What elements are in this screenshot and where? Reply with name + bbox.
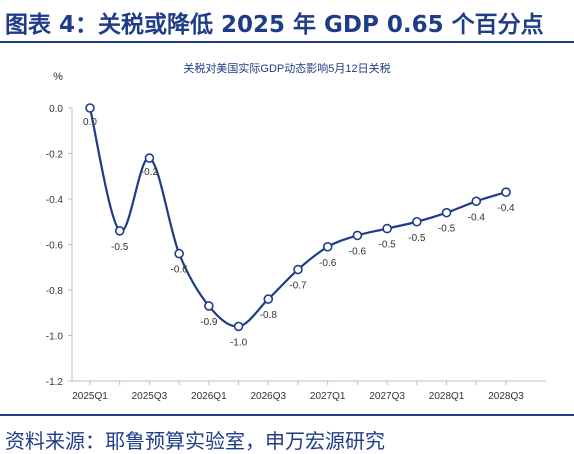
series-gdp-impact xyxy=(85,103,511,332)
data-label: -0.2 xyxy=(141,167,159,178)
header-divider xyxy=(0,41,574,43)
data-label: -0.5 xyxy=(438,224,456,235)
chart-container: 关税对美国实际GDP动态影响5月12日关税 % 0.0 -0.2 -0.4 -0.6 -… xyxy=(0,44,574,410)
data-point xyxy=(382,223,392,234)
data-label: -0.6 xyxy=(319,258,337,269)
data-label: -0.7 xyxy=(289,281,307,292)
data-point xyxy=(322,241,333,252)
data-label: -0.6 xyxy=(171,265,189,276)
chart-title: 关税对美国实际GDP动态影响5月12日关税 xyxy=(183,61,390,75)
data-point xyxy=(114,226,125,236)
footer-divider xyxy=(0,414,574,416)
x-tick-label: 2025Q3 xyxy=(132,391,168,402)
figure-title: 图表 4：关税或降低 2025 年 GDP 0.65 个百分点 xyxy=(5,12,544,38)
data-point xyxy=(174,248,184,259)
data-label: -1.0 xyxy=(230,337,248,348)
y-tick-label: -0.4 xyxy=(46,195,64,206)
data-point xyxy=(204,301,214,311)
data-label: 0.0 xyxy=(83,117,97,128)
x-tick-label: 2025Q1 xyxy=(72,391,108,402)
x-tick-label: 2026Q3 xyxy=(250,391,286,402)
source-note: 资料来源：耶鲁预算实验室，申万宏源研究 xyxy=(5,429,385,453)
data-label: -0.4 xyxy=(468,212,486,223)
data-point xyxy=(144,153,155,163)
y-axis-unit-label: % xyxy=(53,71,63,83)
data-point xyxy=(471,196,482,207)
report-header: 图表 4：关税或降低 2025 年 GDP 0.65 个百分点 xyxy=(0,0,574,44)
chart-axes xyxy=(68,107,546,385)
data-point xyxy=(441,207,452,218)
data-label: -0.5 xyxy=(379,240,397,251)
x-tick-label: 2028Q3 xyxy=(488,391,524,402)
data-point xyxy=(293,264,303,275)
gdp-impact-line-chart: 关税对美国实际GDP动态影响5月12日关税 % 0.0 -0.2 -0.4 -0.6 -… xyxy=(46,61,546,402)
y-tick-label: -1.2 xyxy=(46,377,64,388)
data-point xyxy=(233,321,244,332)
x-tick-label: 2027Q1 xyxy=(310,391,346,402)
y-tick-label: -0.6 xyxy=(46,241,64,252)
data-point xyxy=(352,230,363,241)
data-point xyxy=(85,103,95,113)
data-point xyxy=(412,216,422,227)
y-tick-label: 0.0 xyxy=(49,104,63,115)
data-point xyxy=(263,294,274,304)
data-label: -0.5 xyxy=(408,233,426,244)
x-tick-label: 2028Q1 xyxy=(429,391,465,402)
data-label: -0.8 xyxy=(260,310,278,321)
data-label: -0.6 xyxy=(349,246,367,257)
data-label: -0.4 xyxy=(497,203,515,214)
y-tick-label: -0.2 xyxy=(46,150,64,161)
x-tick-label: 2026Q1 xyxy=(191,391,227,402)
data-label: -0.9 xyxy=(200,317,218,328)
data-labels: 0.0 -0.5 -0.2 -0.6 -0.9 -1.0 -0.8 -0.7 -0.6 -0.6 -… xyxy=(83,117,515,348)
y-tick-label: -0.8 xyxy=(46,286,64,297)
data-point xyxy=(501,187,511,197)
data-label: -0.5 xyxy=(111,242,129,253)
tick-labels: 0.0 -0.2 -0.4 -0.6 -0.8 -1.0 -1.2 2025Q1 2025Q3 2… xyxy=(46,104,524,402)
series-line xyxy=(88,107,507,328)
x-tick-label: 2027Q3 xyxy=(369,391,405,402)
y-tick-label: -1.0 xyxy=(46,332,64,343)
